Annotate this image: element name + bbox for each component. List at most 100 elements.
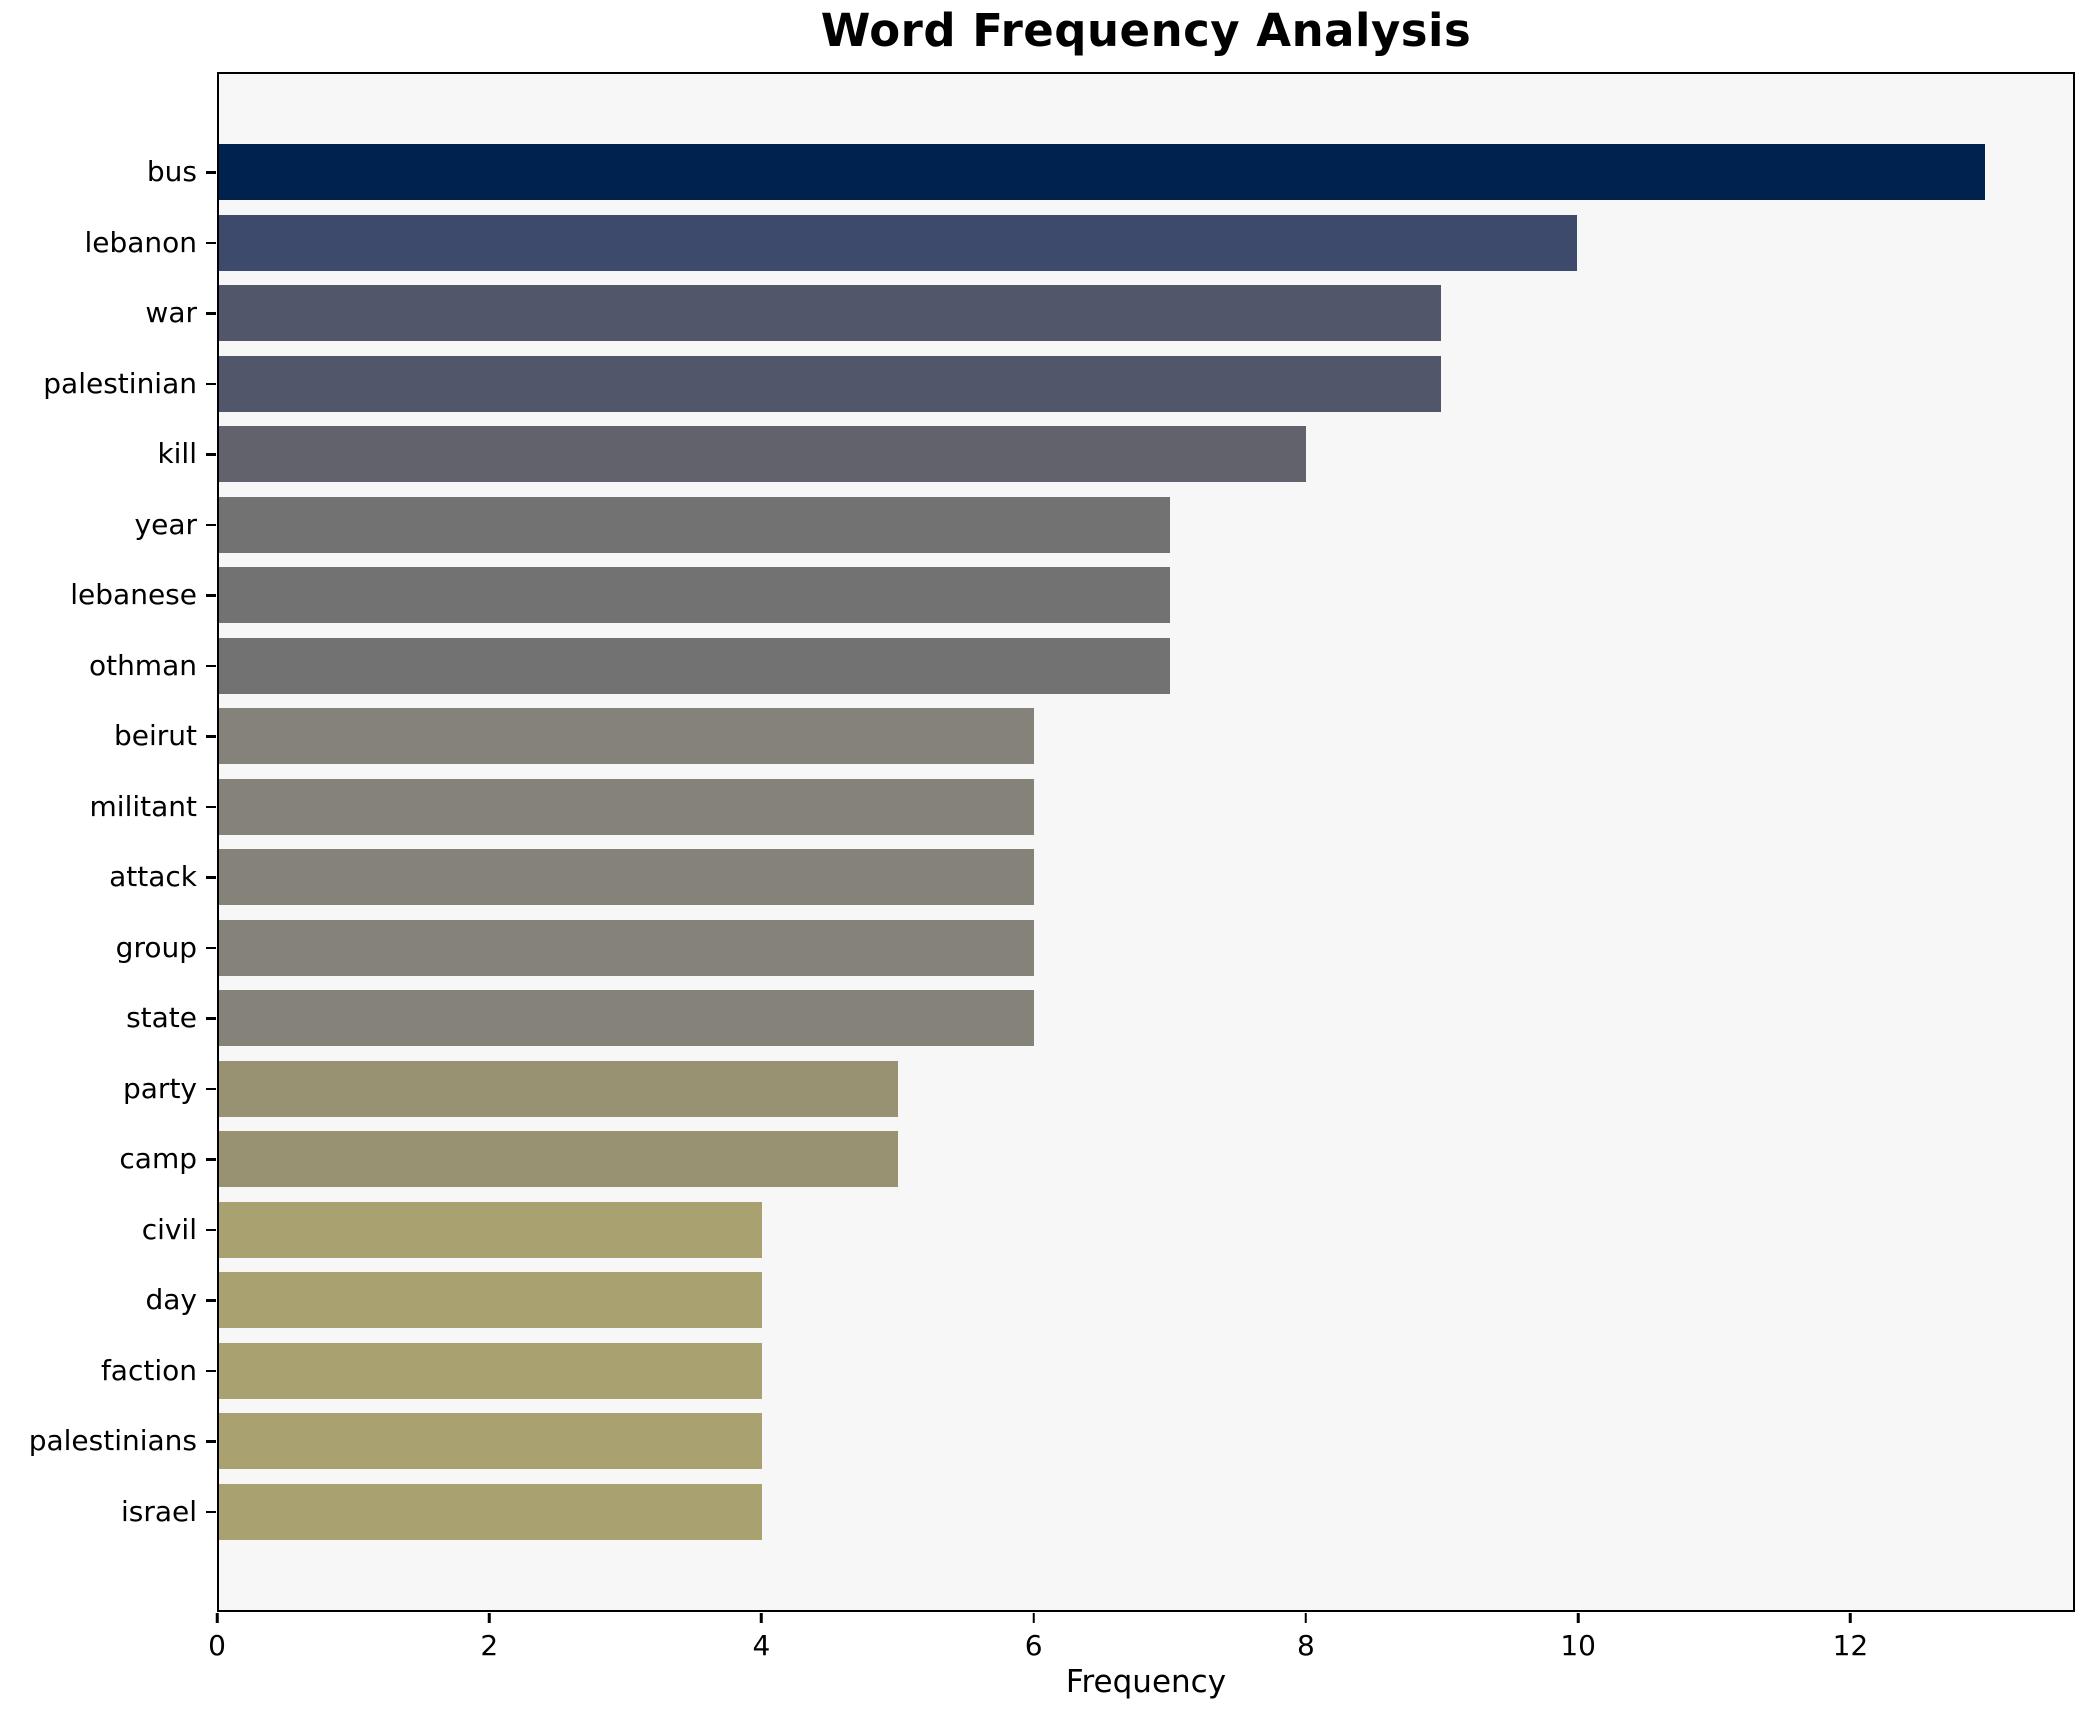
- bar-palestinians: [219, 1413, 763, 1470]
- x-tick-label: 6: [1024, 1629, 1043, 1662]
- bar-row: day: [145, 1265, 2073, 1336]
- x-tick-mark: [1576, 1613, 1580, 1623]
- y-tick-mark: [206, 1087, 216, 1090]
- y-tick-label: party: [123, 1071, 197, 1105]
- y-tick-label: bus: [146, 155, 197, 189]
- bar-camp: [219, 1131, 899, 1188]
- y-tick-label: faction: [100, 1353, 197, 1387]
- bar-row: attack: [109, 842, 2073, 913]
- y-tick-label: camp: [119, 1142, 197, 1176]
- y-tick-label: group: [115, 930, 197, 964]
- y-tick-label: civil: [141, 1212, 197, 1246]
- bar-row: bus: [147, 137, 2073, 208]
- x-axis-ticks: 0 2 4 6 8 10 12: [208, 1612, 2075, 1682]
- y-tick-mark: [206, 876, 216, 879]
- x-tick-mark: [487, 1613, 491, 1623]
- bar-row: party: [123, 1054, 2073, 1125]
- y-tick-mark: [206, 664, 216, 667]
- bar-row: state: [126, 983, 2073, 1054]
- bar-row: kill: [157, 419, 2073, 490]
- bar-row: group: [116, 913, 2073, 984]
- bar-palestinian: [219, 355, 1442, 412]
- y-tick-mark: [206, 241, 216, 244]
- bar-row: palestinians: [29, 1406, 2073, 1477]
- bar-year: [219, 496, 1170, 553]
- y-tick-label: palestinians: [28, 1424, 197, 1458]
- plot-area: bus lebanon war palestinian kill year lebanese…: [29, 72, 2075, 1612]
- y-tick-label: kill: [157, 437, 197, 471]
- bar-row: civil: [142, 1195, 2073, 1266]
- y-tick-label: militant: [89, 789, 197, 823]
- y-tick-label: beirut: [113, 719, 197, 753]
- bar-attack: [219, 849, 1034, 906]
- bar-row: othman: [89, 631, 2073, 702]
- x-tick-label: 0: [208, 1629, 226, 1662]
- x-tick-label: 12: [1832, 1629, 1869, 1662]
- y-tick-label: israel: [120, 1494, 197, 1528]
- x-tick-label: 10: [1560, 1629, 1596, 1662]
- bar-row: year: [135, 490, 2073, 561]
- y-tick-mark: [206, 312, 216, 315]
- x-tick-mark: [1032, 1613, 1035, 1623]
- y-tick-mark: [206, 382, 216, 385]
- bar-row: camp: [119, 1124, 2073, 1195]
- bar-row: beirut: [114, 701, 2073, 772]
- bar-militant: [219, 778, 1034, 835]
- bar-state: [219, 990, 1034, 1047]
- bar-beirut: [219, 708, 1034, 765]
- y-tick-mark: [206, 1510, 216, 1513]
- bar-civil: [219, 1201, 763, 1258]
- bar-othman: [219, 637, 1170, 694]
- y-tick-mark: [206, 946, 216, 949]
- x-axis-label: Frequency: [1065, 1664, 1227, 1700]
- y-tick-mark: [206, 1440, 216, 1443]
- bars-container: bus lebanon war palestinian kill year lebanese…: [29, 74, 2073, 1610]
- bar-lebanese: [219, 567, 1170, 624]
- chart-title: Word Frequency Analysis: [820, 4, 1472, 57]
- bar-row: lebanese: [70, 560, 2073, 631]
- y-tick-label: year: [134, 507, 197, 541]
- y-tick-mark: [206, 1158, 216, 1161]
- y-tick-label: day: [145, 1283, 197, 1317]
- bar-faction: [219, 1342, 763, 1399]
- bar-group: [219, 919, 1034, 976]
- y-tick-label: attack: [109, 860, 197, 894]
- y-tick-mark: [206, 805, 216, 808]
- y-tick-mark: [206, 1369, 216, 1372]
- y-tick-mark: [206, 171, 216, 174]
- y-tick-label: lebanon: [84, 225, 197, 259]
- y-tick-mark: [206, 735, 216, 738]
- bar-israel: [219, 1483, 763, 1540]
- bar-bus: [219, 144, 1985, 201]
- x-tick-mark: [760, 1613, 763, 1623]
- y-tick-mark: [206, 1299, 216, 1302]
- bar-kill: [219, 426, 1306, 483]
- y-tick-mark: [206, 1017, 216, 1020]
- bar-row: militant: [90, 772, 2073, 843]
- y-tick-label: othman: [88, 648, 197, 682]
- x-tick-label: 8: [1297, 1629, 1315, 1662]
- bar-row: lebanon: [84, 208, 2073, 279]
- bar-row: palestinian: [43, 349, 2073, 420]
- y-tick-label: lebanese: [70, 578, 197, 612]
- bar-party: [219, 1060, 899, 1117]
- x-tick-mark: [215, 1613, 219, 1623]
- bar-day: [219, 1272, 763, 1329]
- x-tick-mark: [1849, 1613, 1852, 1623]
- y-tick-label: state: [126, 1001, 197, 1035]
- x-tick-label: 2: [480, 1629, 499, 1662]
- bar-war: [219, 285, 1442, 342]
- y-tick-mark: [206, 594, 216, 597]
- bar-row: israel: [121, 1477, 2073, 1548]
- bar-row: faction: [101, 1336, 2073, 1407]
- y-tick-mark: [206, 453, 216, 456]
- y-tick-label: palestinian: [43, 366, 197, 400]
- bar-lebanon: [219, 214, 1578, 271]
- x-tick-mark: [1304, 1613, 1308, 1623]
- bar-row: war: [145, 278, 2073, 349]
- y-tick-label: war: [145, 296, 197, 330]
- y-tick-mark: [206, 1228, 216, 1231]
- y-tick-mark: [206, 523, 216, 526]
- x-tick-label: 4: [752, 1629, 771, 1662]
